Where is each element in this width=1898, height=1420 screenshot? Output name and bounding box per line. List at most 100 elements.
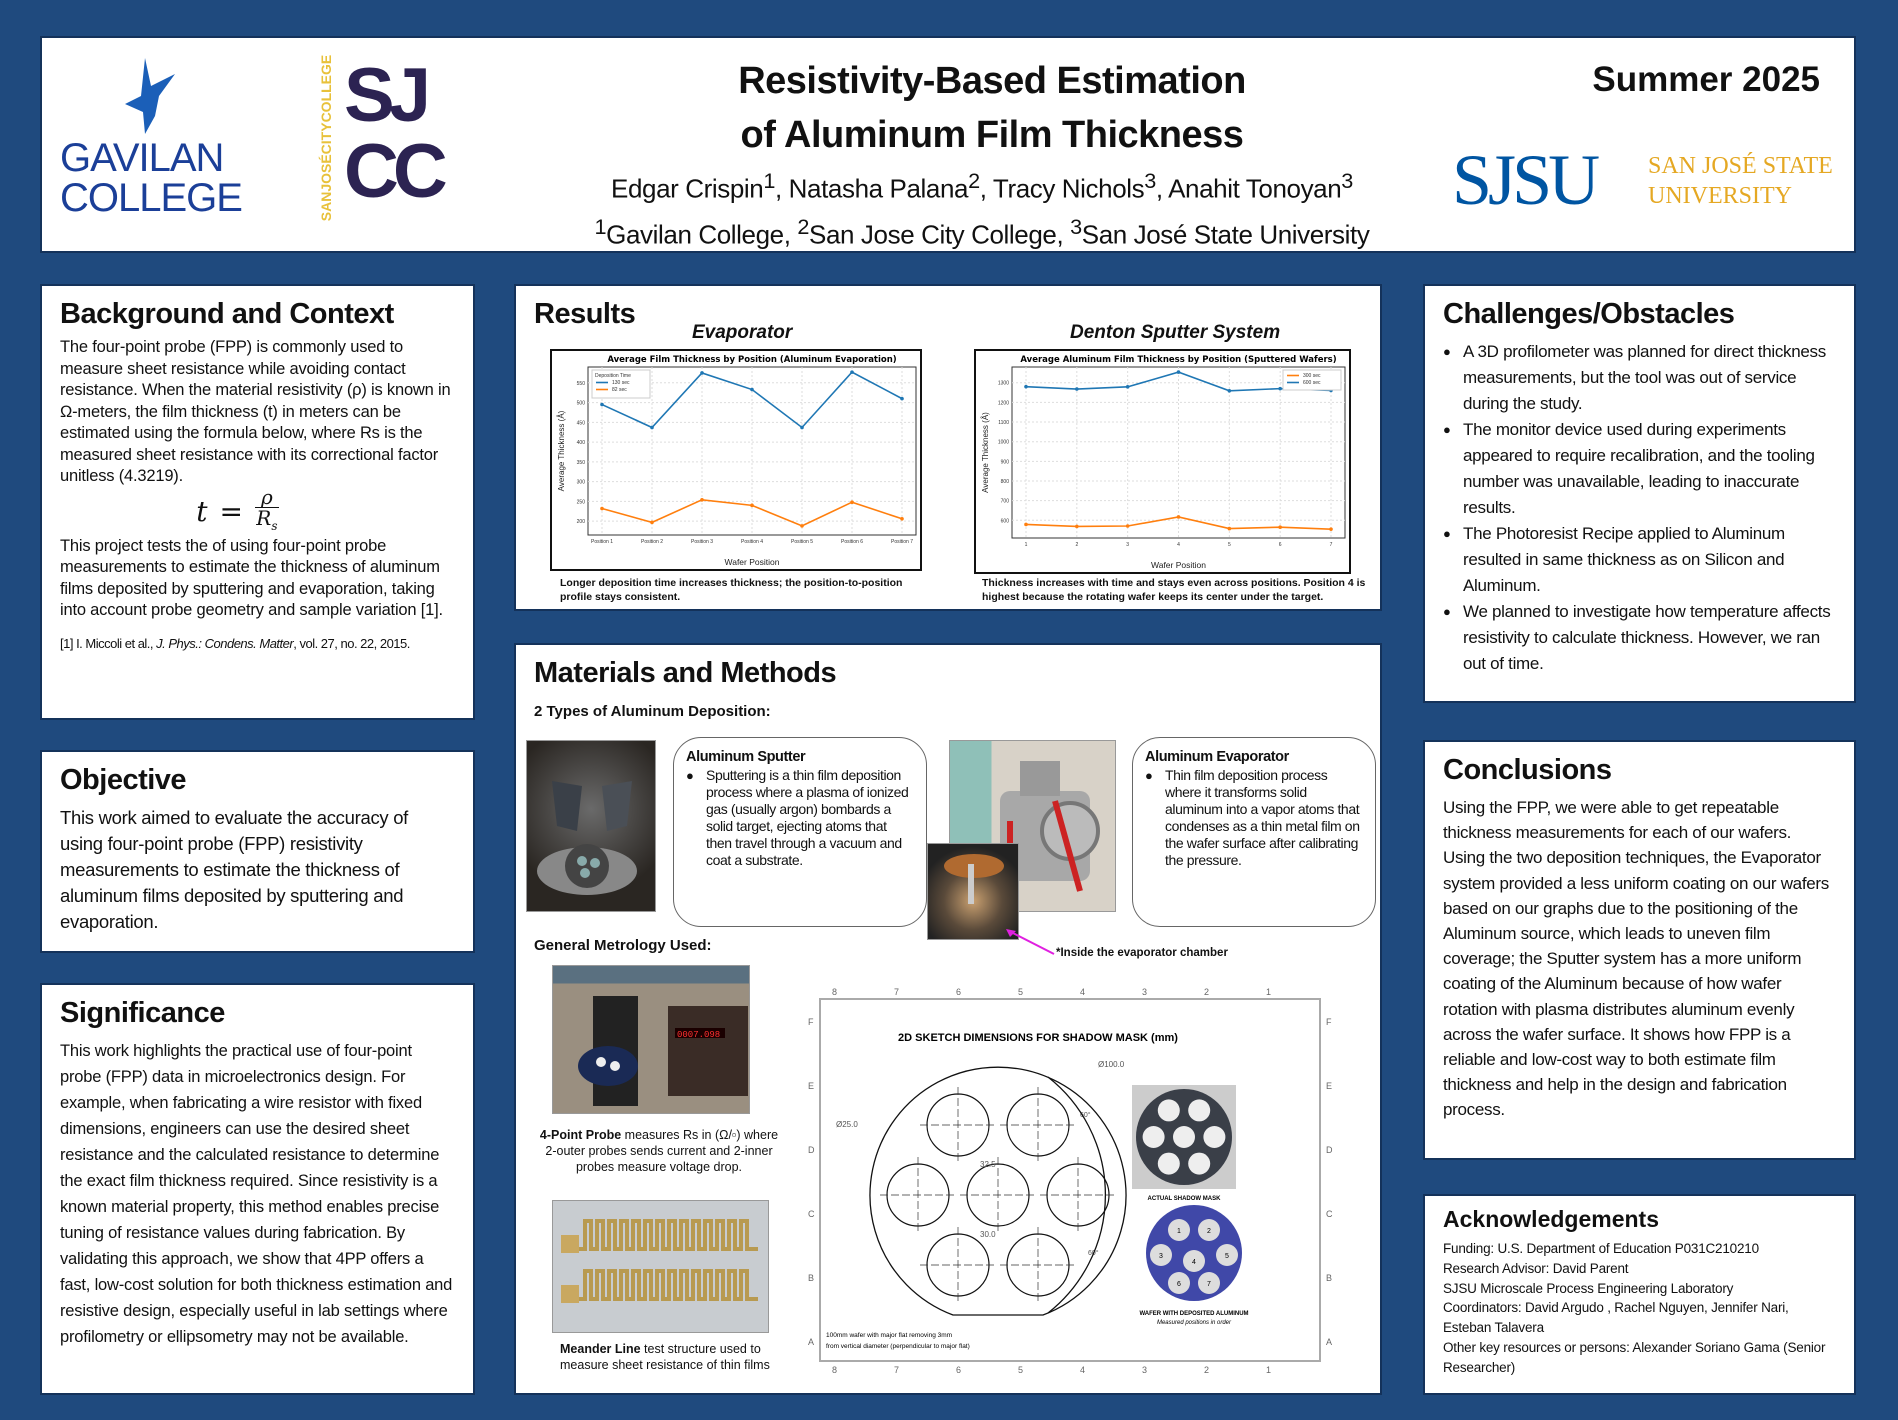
data-point <box>1176 515 1181 519</box>
significance-text: This work highlights the practical use o… <box>60 1042 453 1346</box>
sputter-chamber-photo <box>526 740 656 912</box>
x-tick-label: 1 <box>1025 542 1028 548</box>
wafer-position-label: 4 <box>1192 1259 1196 1266</box>
author: Edgar Crispin <box>611 173 764 204</box>
x-tick-label: Position 2 <box>641 539 663 545</box>
wafer-position-dot <box>1168 1272 1190 1294</box>
evaporator-label: Evaporator <box>692 322 793 343</box>
data-point <box>1024 522 1028 527</box>
meander-text: test structure used to measure sheet res… <box>560 1342 770 1372</box>
y-tick-label: 800 <box>1001 479 1010 485</box>
column-label: 6 <box>956 987 961 997</box>
poster-title: Resistivity-Based Estimation of Aluminum… <box>602 54 1382 162</box>
y-tick-label: 500 <box>577 401 586 407</box>
column-label: 4 <box>1080 987 1085 997</box>
formula-fraction: ρ Rs <box>254 487 279 536</box>
wafer-position-dot <box>1198 1219 1220 1241</box>
row-label: F <box>808 1017 814 1027</box>
actual-mask-hole <box>1157 1099 1180 1122</box>
gavilan-logo-text-1: GAVILAN <box>60 136 224 180</box>
wafer-diameter-label: Ø100.0 <box>1098 1060 1125 1069</box>
x-tick-label: Position 7 <box>891 539 913 545</box>
wafer-position-label: 7 <box>1207 1281 1211 1288</box>
formula-rho: ρ <box>254 487 279 508</box>
drawing-frame <box>819 998 1321 1362</box>
ack-line: Funding: U.S. Department of Education P0… <box>1443 1241 1759 1256</box>
legend-label: 82 sec <box>612 387 627 393</box>
y-tick-label: 550 <box>577 381 586 387</box>
fpp-bold: 4-Point Probe <box>539 1128 622 1142</box>
x-tick-label: 6 <box>1279 542 1282 548</box>
challenge-item: We planned to investigate how temperatur… <box>1443 599 1836 677</box>
column-label: 2 <box>1204 1365 1209 1375</box>
evaporator-list: Thin film deposition process where it tr… <box>1145 767 1363 869</box>
data-point <box>750 387 754 392</box>
acknowledgements-lines: Funding: U.S. Department of Education P0… <box>1443 1239 1836 1378</box>
author: Tracy Nichols <box>992 173 1145 204</box>
column-label: 1 <box>1266 987 1271 997</box>
sputter-list: Sputtering is a thin film deposition pro… <box>686 767 914 869</box>
sputter-description-card: Aluminum Sputter Sputtering is a thin fi… <box>673 737 927 927</box>
legend-label: 130 sec <box>612 380 630 386</box>
x-tick-label: 2 <box>1075 542 1078 548</box>
methods-heading: Materials and Methods <box>534 657 837 689</box>
column-label: 3 <box>1142 987 1147 997</box>
author-sup: 2 <box>968 168 980 193</box>
affiliation: Gavilan College <box>606 219 784 250</box>
meander-trace <box>575 1219 758 1251</box>
column-label: 1 <box>1266 1365 1271 1375</box>
chart-title: Average Aluminum Film Thickness by Posit… <box>1020 355 1336 365</box>
gavilan-college-logo: GAVILAN COLLEGE <box>60 56 243 218</box>
significance-heading: Significance <box>60 997 225 1029</box>
data-point <box>850 370 854 374</box>
reference-details: , vol. 27, no. 22, 2015. <box>293 635 410 651</box>
meander-trace <box>575 1269 758 1301</box>
data-point <box>1176 370 1181 374</box>
four-point-probe-caption: 4-Point Probe measures Rs in (Ω/▫) where… <box>534 1127 784 1175</box>
data-point <box>900 396 904 401</box>
column-label: 5 <box>1018 1365 1023 1375</box>
title-line-2: of Aluminum Film Thickness <box>740 114 1244 156</box>
wafer-position-dot <box>1150 1244 1172 1266</box>
sputter-chamber-illustration <box>537 781 637 895</box>
formula-t: t <box>196 495 208 528</box>
data-point <box>850 500 854 504</box>
row-label: D <box>808 1145 815 1155</box>
data-point <box>700 371 704 375</box>
actual-mask-hole <box>1188 1152 1211 1175</box>
legend-box <box>591 369 651 399</box>
challenge-item: A 3D profilometer was planned for direct… <box>1443 339 1836 417</box>
y-tick-label: 450 <box>577 420 586 426</box>
x-tick-label: Position 6 <box>841 539 863 545</box>
y-axis-label: Average Thickness (Å) <box>981 412 990 493</box>
row-label: B <box>808 1273 814 1283</box>
challenge-item: The Photoresist Recipe applied to Alumin… <box>1443 521 1836 599</box>
column-label: 5 <box>1018 987 1023 997</box>
meander-structure-illustration <box>561 1219 758 1303</box>
x-tick-label: 7 <box>1330 542 1333 548</box>
background-paragraph-1: The four-point probe (FPP) is commonly u… <box>60 338 451 485</box>
sjsu-wordmark: SJSU <box>1452 140 1600 220</box>
data-point <box>1024 384 1028 389</box>
author: Natasha Palana <box>788 173 969 204</box>
data-point <box>1125 385 1130 389</box>
data-point <box>600 506 604 511</box>
data-point <box>1075 524 1079 529</box>
row-label: D <box>1326 1145 1333 1155</box>
angle-arc <box>1047 1076 1106 1314</box>
x-tick-label: Position 1 <box>591 539 613 545</box>
bird-icon <box>125 58 175 134</box>
evaporator-photo <box>949 740 1116 912</box>
column-label: 8 <box>832 987 837 997</box>
y-tick-label: 700 <box>1001 499 1010 505</box>
x-tick-label: 4 <box>1177 542 1180 548</box>
data-point <box>600 402 604 407</box>
y-tick-label: 1300 <box>998 381 1009 387</box>
column-label: 7 <box>894 1365 899 1375</box>
column-label: 7 <box>894 987 899 997</box>
data-point <box>1227 388 1232 393</box>
affil-sup: 1 <box>594 213 607 239</box>
results-heading: Results <box>534 298 636 330</box>
objective-heading: Objective <box>60 764 187 796</box>
data-point <box>900 516 904 521</box>
